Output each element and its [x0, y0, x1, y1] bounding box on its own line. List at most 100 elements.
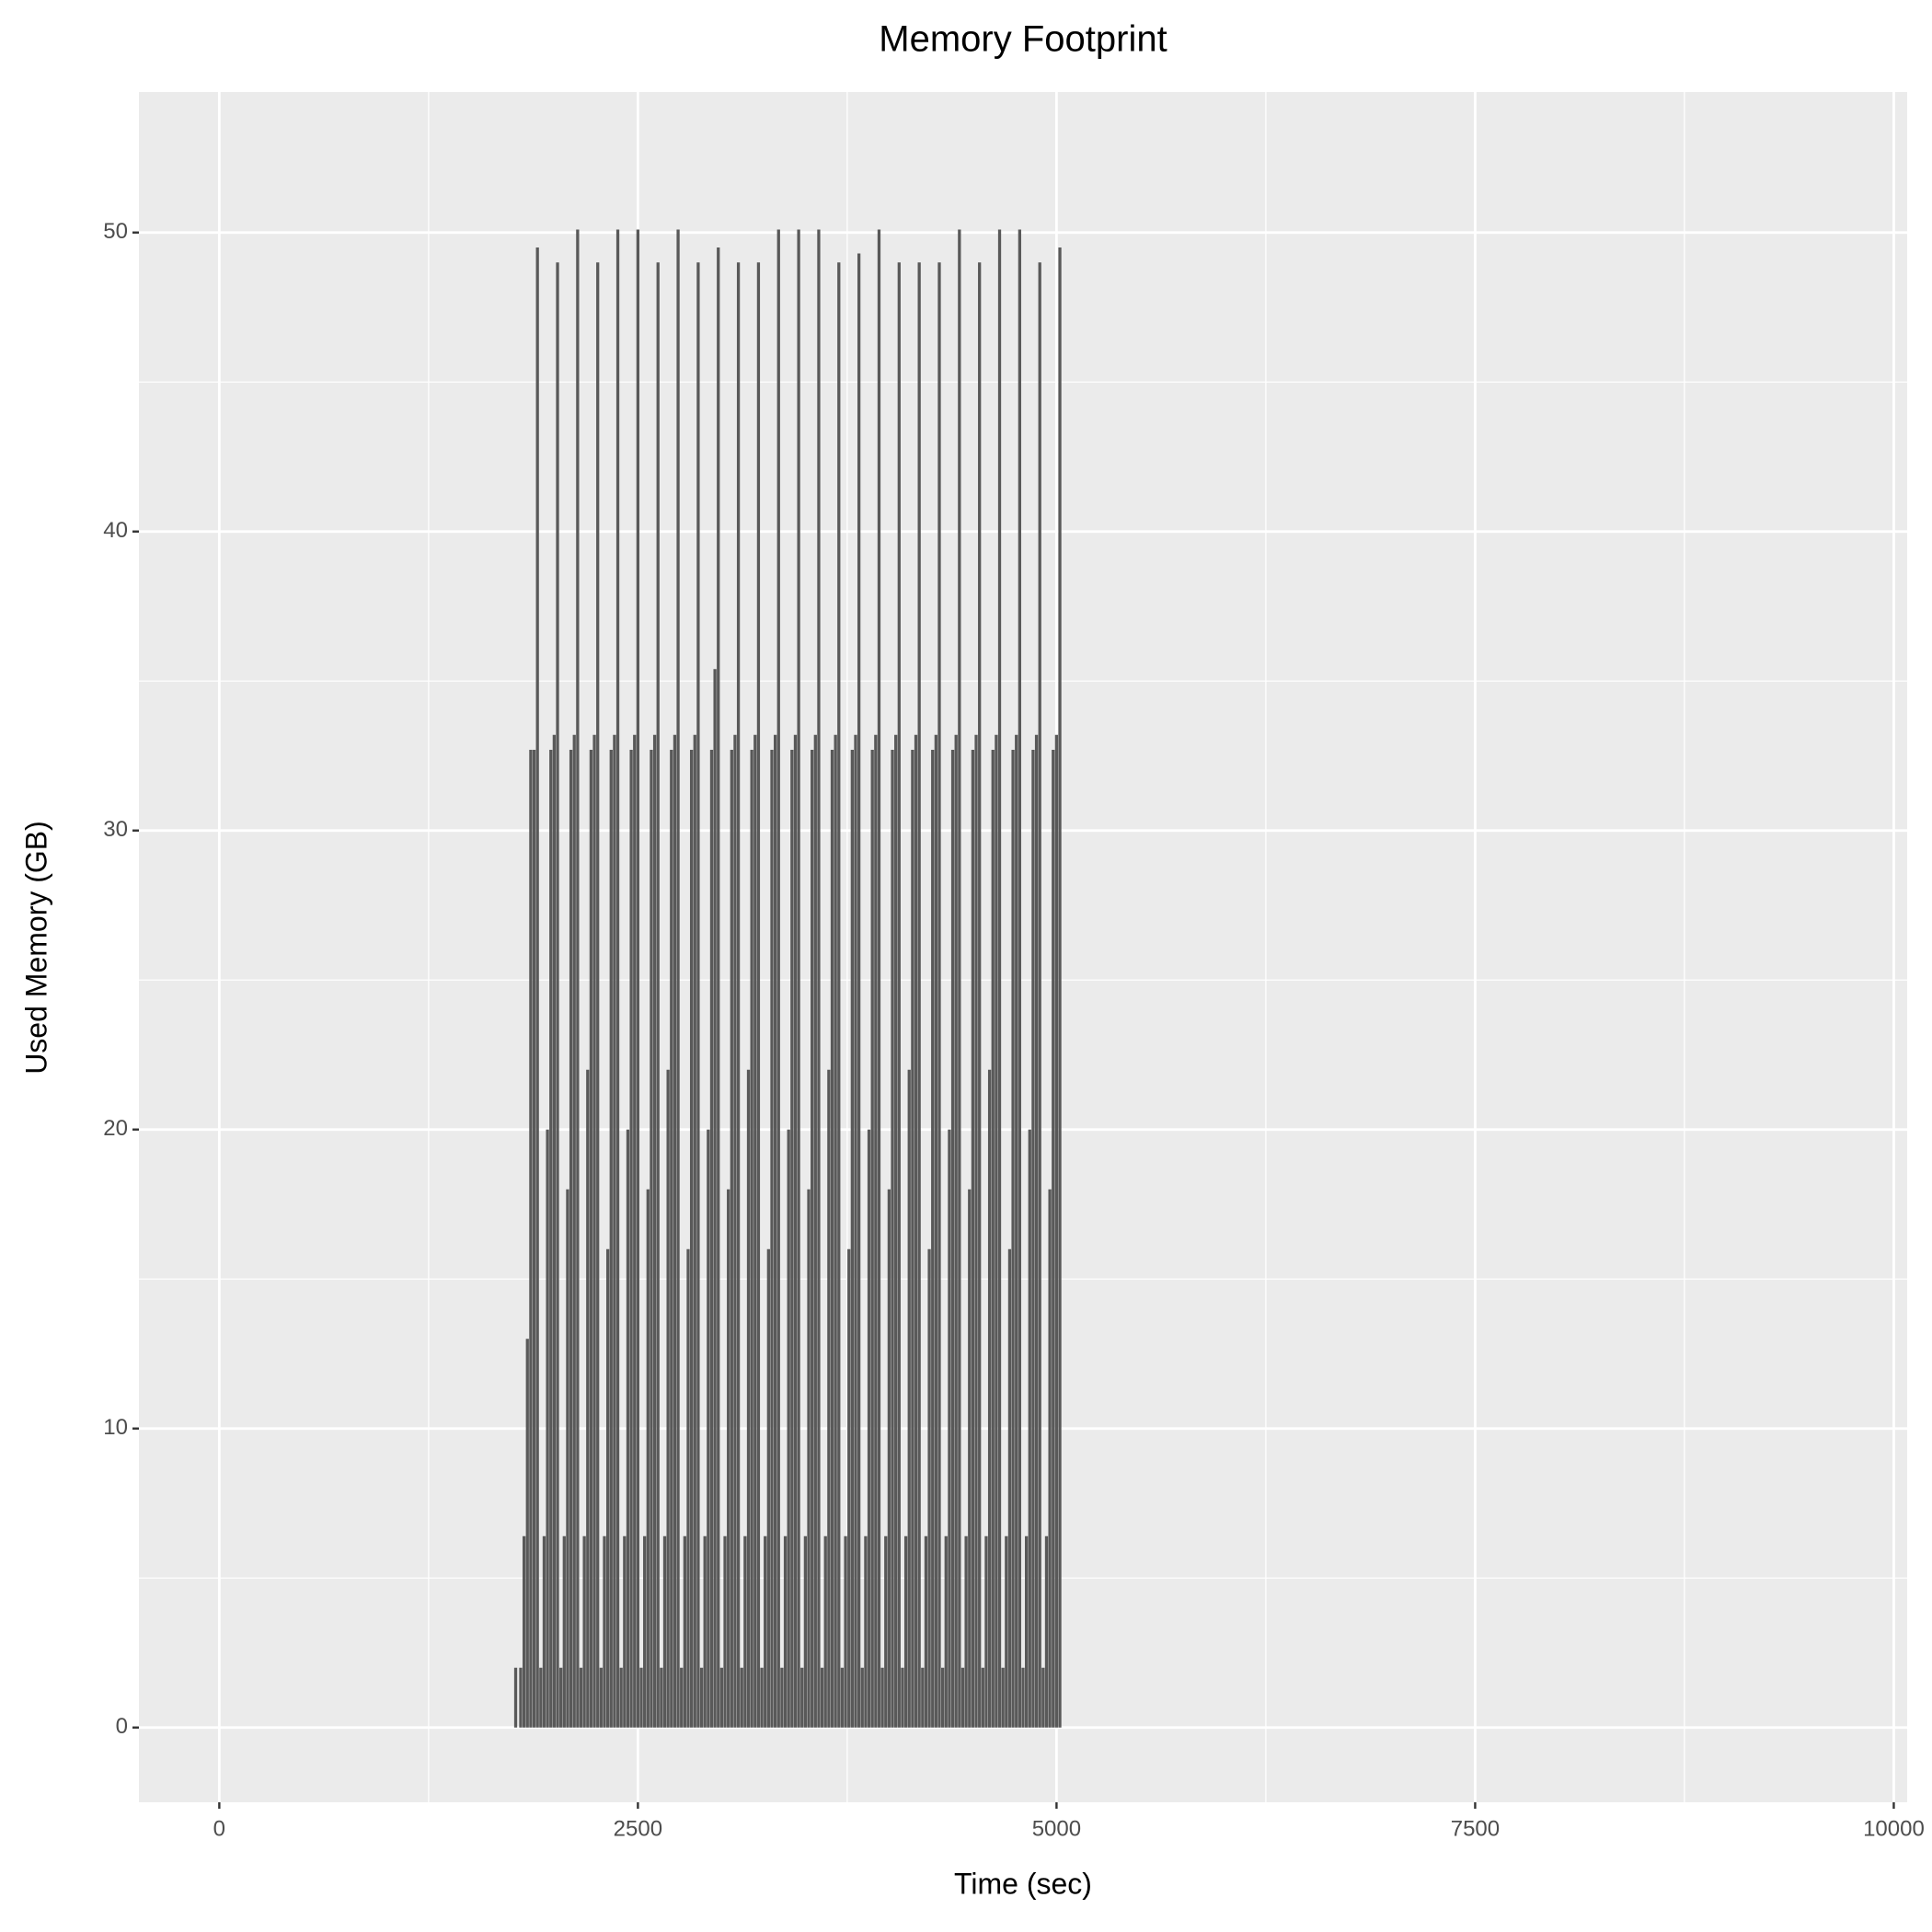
bar [968, 1189, 972, 1728]
bar [981, 1667, 984, 1728]
bar [666, 1069, 670, 1728]
bar [552, 734, 557, 1728]
bar [887, 1189, 891, 1728]
x-tick-label: 7500 [1451, 1816, 1500, 1841]
bar [572, 734, 576, 1728]
bar [950, 750, 955, 1728]
bar [860, 1667, 864, 1728]
bar [522, 1535, 526, 1728]
bar [542, 1535, 546, 1728]
bar [897, 262, 901, 1728]
bar [660, 1667, 663, 1728]
bar [877, 229, 881, 1728]
bar [978, 262, 982, 1728]
bar [623, 1535, 627, 1728]
bar [562, 1535, 566, 1728]
bar [579, 1667, 583, 1728]
bar [717, 247, 720, 1728]
bar [559, 1667, 563, 1728]
bar [1021, 1667, 1025, 1728]
bar [807, 1189, 811, 1728]
x-tick-label: 5000 [1032, 1816, 1081, 1841]
bar [703, 1535, 707, 1728]
bar [699, 1667, 704, 1728]
bar [997, 229, 1002, 1728]
chart-title: Memory Footprint [879, 19, 1167, 60]
bar [673, 734, 677, 1728]
bar [797, 229, 800, 1728]
bar [662, 1535, 667, 1728]
bar [582, 1535, 586, 1728]
panel [139, 92, 1907, 1802]
bar [987, 1069, 992, 1728]
bar [960, 1667, 965, 1728]
bar [931, 750, 935, 1728]
bar [867, 1129, 871, 1728]
bar [605, 1248, 610, 1728]
y-tick-label: 50 [103, 219, 128, 244]
bar [1052, 750, 1055, 1728]
bar [626, 1129, 630, 1728]
bar [991, 750, 995, 1728]
bar [686, 1248, 690, 1728]
bar [840, 1667, 845, 1728]
bar [743, 1535, 747, 1728]
bar [880, 1667, 884, 1728]
bar [707, 1129, 710, 1728]
bar [727, 1189, 730, 1728]
bar [770, 750, 774, 1728]
bar [783, 1535, 788, 1728]
bar [934, 734, 937, 1728]
bar [589, 750, 593, 1728]
bar [539, 1667, 543, 1728]
bar [764, 1535, 767, 1728]
bar [766, 1248, 770, 1728]
bar [546, 1129, 549, 1728]
x-tick-label: 0 [213, 1816, 225, 1841]
bar [958, 229, 961, 1728]
bar [971, 750, 975, 1728]
bar [944, 1535, 948, 1728]
bar [713, 669, 717, 1728]
bar [901, 1667, 904, 1728]
bar [907, 1069, 911, 1728]
bar [811, 750, 814, 1728]
bar [746, 1069, 751, 1728]
bar [891, 750, 894, 1728]
bar [830, 750, 834, 1728]
bar [753, 734, 757, 1728]
bar [619, 1667, 623, 1728]
x-tick-label: 2500 [614, 1816, 662, 1841]
bar [576, 229, 580, 1728]
axes: 0 10 20 30 40 50 0 2500 5000 7500 10000 [103, 219, 1925, 1841]
bar [874, 734, 878, 1728]
bar [854, 734, 857, 1728]
bar [750, 750, 753, 1728]
bar [740, 1667, 743, 1728]
y-tick-label: 10 [103, 1415, 128, 1440]
bar [629, 750, 633, 1728]
bar [676, 229, 680, 1728]
bar [1038, 262, 1041, 1728]
bar [903, 1535, 908, 1728]
bar [820, 1667, 824, 1728]
bar [780, 1667, 784, 1728]
bar [850, 750, 854, 1728]
x-tick-label: 10000 [1863, 1816, 1925, 1841]
bar [773, 734, 777, 1728]
bar [643, 1535, 647, 1728]
bar [532, 750, 536, 1728]
bar [639, 1667, 643, 1728]
y-tick-label: 40 [103, 518, 128, 543]
bar [954, 734, 958, 1728]
bar [1058, 247, 1062, 1728]
bar [793, 734, 798, 1728]
bar [549, 750, 553, 1728]
bar [569, 750, 573, 1728]
bar [940, 1667, 945, 1728]
bar [633, 734, 637, 1728]
bar [1018, 229, 1021, 1728]
bar [603, 1535, 606, 1728]
